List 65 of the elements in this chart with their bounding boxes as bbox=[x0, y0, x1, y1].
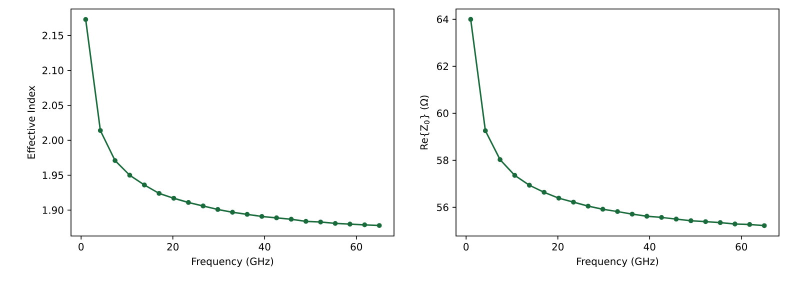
x-tick-label: 60 bbox=[350, 243, 362, 251]
y-tick-label: 2.15 bbox=[42, 32, 64, 40]
x-tick-label: 0 bbox=[464, 243, 469, 251]
x-tick-label: 40 bbox=[258, 243, 270, 251]
point bbox=[332, 220, 338, 226]
point bbox=[200, 204, 206, 208]
x-tick-label: 20 bbox=[552, 243, 564, 251]
point bbox=[215, 207, 220, 212]
y-tick-label: 1.90 bbox=[42, 206, 64, 214]
point bbox=[156, 190, 162, 196]
y-tick-label: 64 bbox=[437, 16, 448, 24]
point bbox=[83, 17, 88, 22]
point bbox=[512, 172, 518, 178]
x-tick-label: 40 bbox=[644, 243, 656, 251]
x-tick-label: 0 bbox=[78, 243, 84, 251]
point bbox=[659, 214, 664, 220]
point bbox=[556, 196, 562, 201]
y-tick-label: 2.05 bbox=[42, 102, 64, 110]
y-tick-label: 56 bbox=[437, 204, 448, 212]
point bbox=[586, 204, 591, 209]
y-tick-label: 58 bbox=[437, 156, 448, 164]
point bbox=[468, 16, 474, 22]
point bbox=[171, 196, 176, 201]
point bbox=[318, 220, 324, 224]
point bbox=[732, 222, 738, 226]
y-tick-label: 62 bbox=[437, 62, 448, 70]
point bbox=[230, 210, 235, 215]
x-tick-label: 60 bbox=[736, 243, 748, 251]
point bbox=[348, 222, 352, 227]
point bbox=[244, 212, 250, 217]
point bbox=[112, 158, 118, 164]
point bbox=[288, 216, 294, 222]
point bbox=[688, 218, 694, 224]
point bbox=[98, 128, 103, 133]
x-axis-title: Frequency (GHz) bbox=[192, 257, 274, 268]
point bbox=[142, 182, 147, 188]
y-axis-title: Effective Index bbox=[27, 86, 35, 159]
point bbox=[526, 182, 532, 188]
point bbox=[259, 214, 264, 219]
point bbox=[482, 128, 488, 134]
y-tick-label: 1.95 bbox=[42, 171, 64, 179]
point bbox=[127, 172, 132, 178]
x-axis-title: Frequency (GHz) bbox=[577, 257, 658, 268]
y-tick-label: 2.00 bbox=[42, 136, 64, 144]
point bbox=[674, 216, 679, 222]
point bbox=[376, 223, 382, 228]
point bbox=[630, 212, 635, 217]
point bbox=[644, 214, 650, 219]
point bbox=[542, 190, 547, 195]
point bbox=[600, 206, 606, 212]
x-tick-label: 20 bbox=[167, 243, 179, 251]
point bbox=[718, 220, 723, 226]
point bbox=[571, 200, 576, 205]
point bbox=[747, 222, 752, 227]
y-tick-label: 2.10 bbox=[42, 66, 64, 74]
point bbox=[303, 218, 308, 224]
point bbox=[186, 200, 191, 205]
point bbox=[703, 219, 708, 224]
point bbox=[362, 222, 368, 228]
point bbox=[498, 157, 503, 162]
y-axis-title: Re{Z$_{0}$} (Ω) bbox=[420, 96, 430, 150]
point bbox=[274, 215, 279, 220]
y-tick-label: 60 bbox=[437, 110, 448, 118]
point bbox=[762, 223, 767, 228]
point bbox=[615, 209, 620, 214]
